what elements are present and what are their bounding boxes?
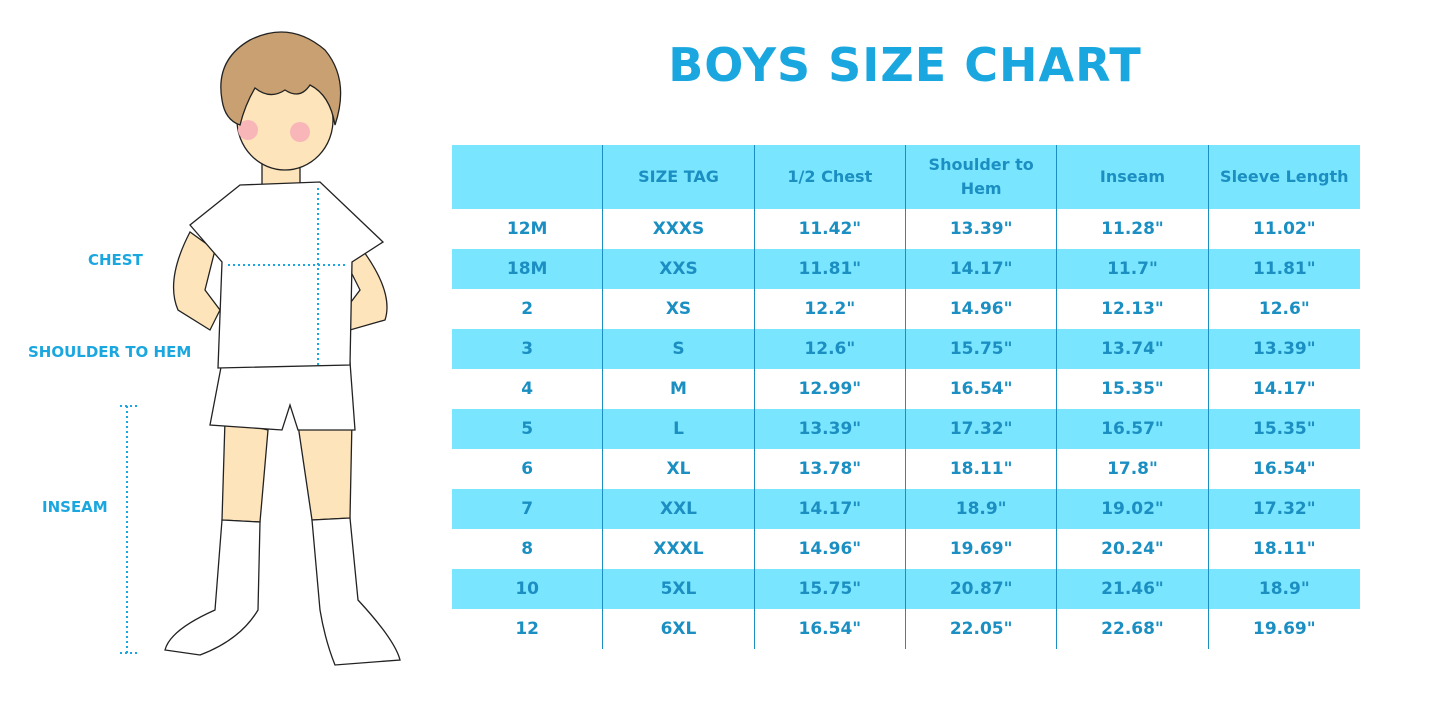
- table-cell: 11.7": [1057, 249, 1209, 289]
- table-cell: XS: [603, 289, 755, 329]
- header-cell: Sleeve Length: [1220, 167, 1349, 186]
- table-cell: L: [603, 409, 755, 449]
- table-cell: 12M: [452, 209, 604, 249]
- table-cell: 11.28": [1057, 209, 1209, 249]
- table-cell: 12.2": [755, 289, 906, 329]
- table-cell: 15.75": [755, 569, 906, 609]
- table-cell: 4: [452, 369, 604, 409]
- table-cell: 13.74": [1057, 329, 1209, 369]
- table-row: 12 6XL 16.54" 22.05" 22.68" 19.69": [452, 609, 1360, 649]
- size-table: SIZE TAG 1/2 Chest Shoulder to Hem Inseam Sl…: [452, 145, 1360, 649]
- table-cell: 13.78": [755, 449, 906, 489]
- chest-label: CHEST: [88, 251, 143, 269]
- table-cell: 14.96": [906, 289, 1058, 329]
- table-row: 12M XXXS 11.42" 13.39" 11.28" 11.02": [452, 209, 1360, 249]
- table-cell: XXXS: [603, 209, 755, 249]
- table-cell: 11.81": [1252, 259, 1316, 279]
- table-cell: 12: [452, 609, 604, 649]
- table-row: 3 S 12.6" 15.75" 13.74" 13.39": [452, 329, 1360, 369]
- table-cell: 17.32": [906, 409, 1058, 449]
- table-row: 6 XL 13.78" 18.11" 17.8" 16.54": [452, 449, 1360, 489]
- table-cell: 11.42": [755, 209, 906, 249]
- table-cell: 19.69": [906, 529, 1058, 569]
- header-cell: Inseam: [1057, 145, 1209, 209]
- table-cell: 16.54": [906, 369, 1058, 409]
- table-cell: 6XL: [603, 609, 755, 649]
- table-cell: 14.17": [755, 489, 906, 529]
- table-cell: 12.6": [1258, 299, 1310, 319]
- table-cell: 16.54": [1252, 459, 1316, 479]
- table-cell: 15.75": [906, 329, 1058, 369]
- table-cell: 18.9": [1258, 579, 1310, 599]
- boy-illustration: [120, 31, 401, 666]
- table-cell: 12.13": [1057, 289, 1209, 329]
- table-cell: 10: [452, 569, 604, 609]
- table-row: 8 XXXL 14.96" 19.69" 20.24" 18.11": [452, 529, 1360, 569]
- table-header-row: SIZE TAG 1/2 Chest Shoulder to Hem Inseam Sl…: [452, 145, 1360, 209]
- table-cell: 2: [452, 289, 604, 329]
- table-cell: 15.35": [1252, 419, 1316, 439]
- table-cell: 14.17": [1252, 379, 1316, 399]
- table-cell: 3: [452, 329, 604, 369]
- table-cell: 19.69": [1252, 619, 1316, 639]
- table-cell: 20.24": [1057, 529, 1209, 569]
- table-cell: 21.46": [1057, 569, 1209, 609]
- table-cell: 15.35": [1057, 369, 1209, 409]
- table-cell: 22.68": [1057, 609, 1209, 649]
- table-cell: 17.8": [1057, 449, 1209, 489]
- table-cell: 12.99": [755, 369, 906, 409]
- table-cell: 22.05": [906, 609, 1058, 649]
- table-cell: 17.32": [1252, 499, 1316, 519]
- table-cell: XXXL: [603, 529, 755, 569]
- header-cell: SIZE TAG: [603, 145, 755, 209]
- header-cell: Shoulder to Hem: [906, 145, 1058, 209]
- table-cell: 7: [452, 489, 604, 529]
- table-cell: 14.96": [755, 529, 906, 569]
- table-cell: S: [603, 329, 755, 369]
- table-row: 4 M 12.99" 16.54" 15.35" 14.17": [452, 369, 1360, 409]
- table-cell: 18.9": [906, 489, 1058, 529]
- inseam-label: INSEAM: [42, 498, 108, 516]
- table-cell: XXL: [603, 489, 755, 529]
- table-cell: 20.87": [906, 569, 1058, 609]
- table-cell: 14.17": [906, 249, 1058, 289]
- table-cell: 18M: [452, 249, 604, 289]
- table-cell: 11.81": [755, 249, 906, 289]
- table-row: 10 5XL 15.75" 20.87" 21.46" 18.9": [452, 569, 1360, 609]
- table-cell: 12.6": [755, 329, 906, 369]
- table-cell: XXS: [603, 249, 755, 289]
- table-cell: 16.54": [755, 609, 906, 649]
- table-cell: 13.39": [755, 409, 906, 449]
- table-cell: 18.11": [1252, 539, 1316, 559]
- table-row: 5 L 13.39" 17.32" 16.57" 15.35": [452, 409, 1360, 449]
- table-cell: 13.39": [906, 209, 1058, 249]
- table-cell: 8: [452, 529, 604, 569]
- table-cell: 11.02": [1252, 219, 1316, 239]
- table-row: 2 XS 12.2" 14.96" 12.13" 12.6": [452, 289, 1360, 329]
- table-cell: 19.02": [1057, 489, 1209, 529]
- table-cell: 18.11": [906, 449, 1058, 489]
- table-cell: XL: [603, 449, 755, 489]
- page-title: BOYS SIZE CHART: [668, 38, 1142, 92]
- table-cell: M: [603, 369, 755, 409]
- table-cell: 6: [452, 449, 604, 489]
- table-cell: 5: [452, 409, 604, 449]
- shoulder-to-hem-label: SHOULDER TO HEM: [28, 343, 192, 361]
- table-cell: 5XL: [603, 569, 755, 609]
- table-row: 7 XXL 14.17" 18.9" 19.02" 17.32": [452, 489, 1360, 529]
- header-cell: [452, 145, 604, 209]
- table-row: 18M XXS 11.81" 14.17" 11.7" 11.81": [452, 249, 1360, 289]
- header-cell: 1/2 Chest: [755, 145, 906, 209]
- table-cell: 13.39": [1252, 339, 1316, 359]
- table-cell: 16.57": [1057, 409, 1209, 449]
